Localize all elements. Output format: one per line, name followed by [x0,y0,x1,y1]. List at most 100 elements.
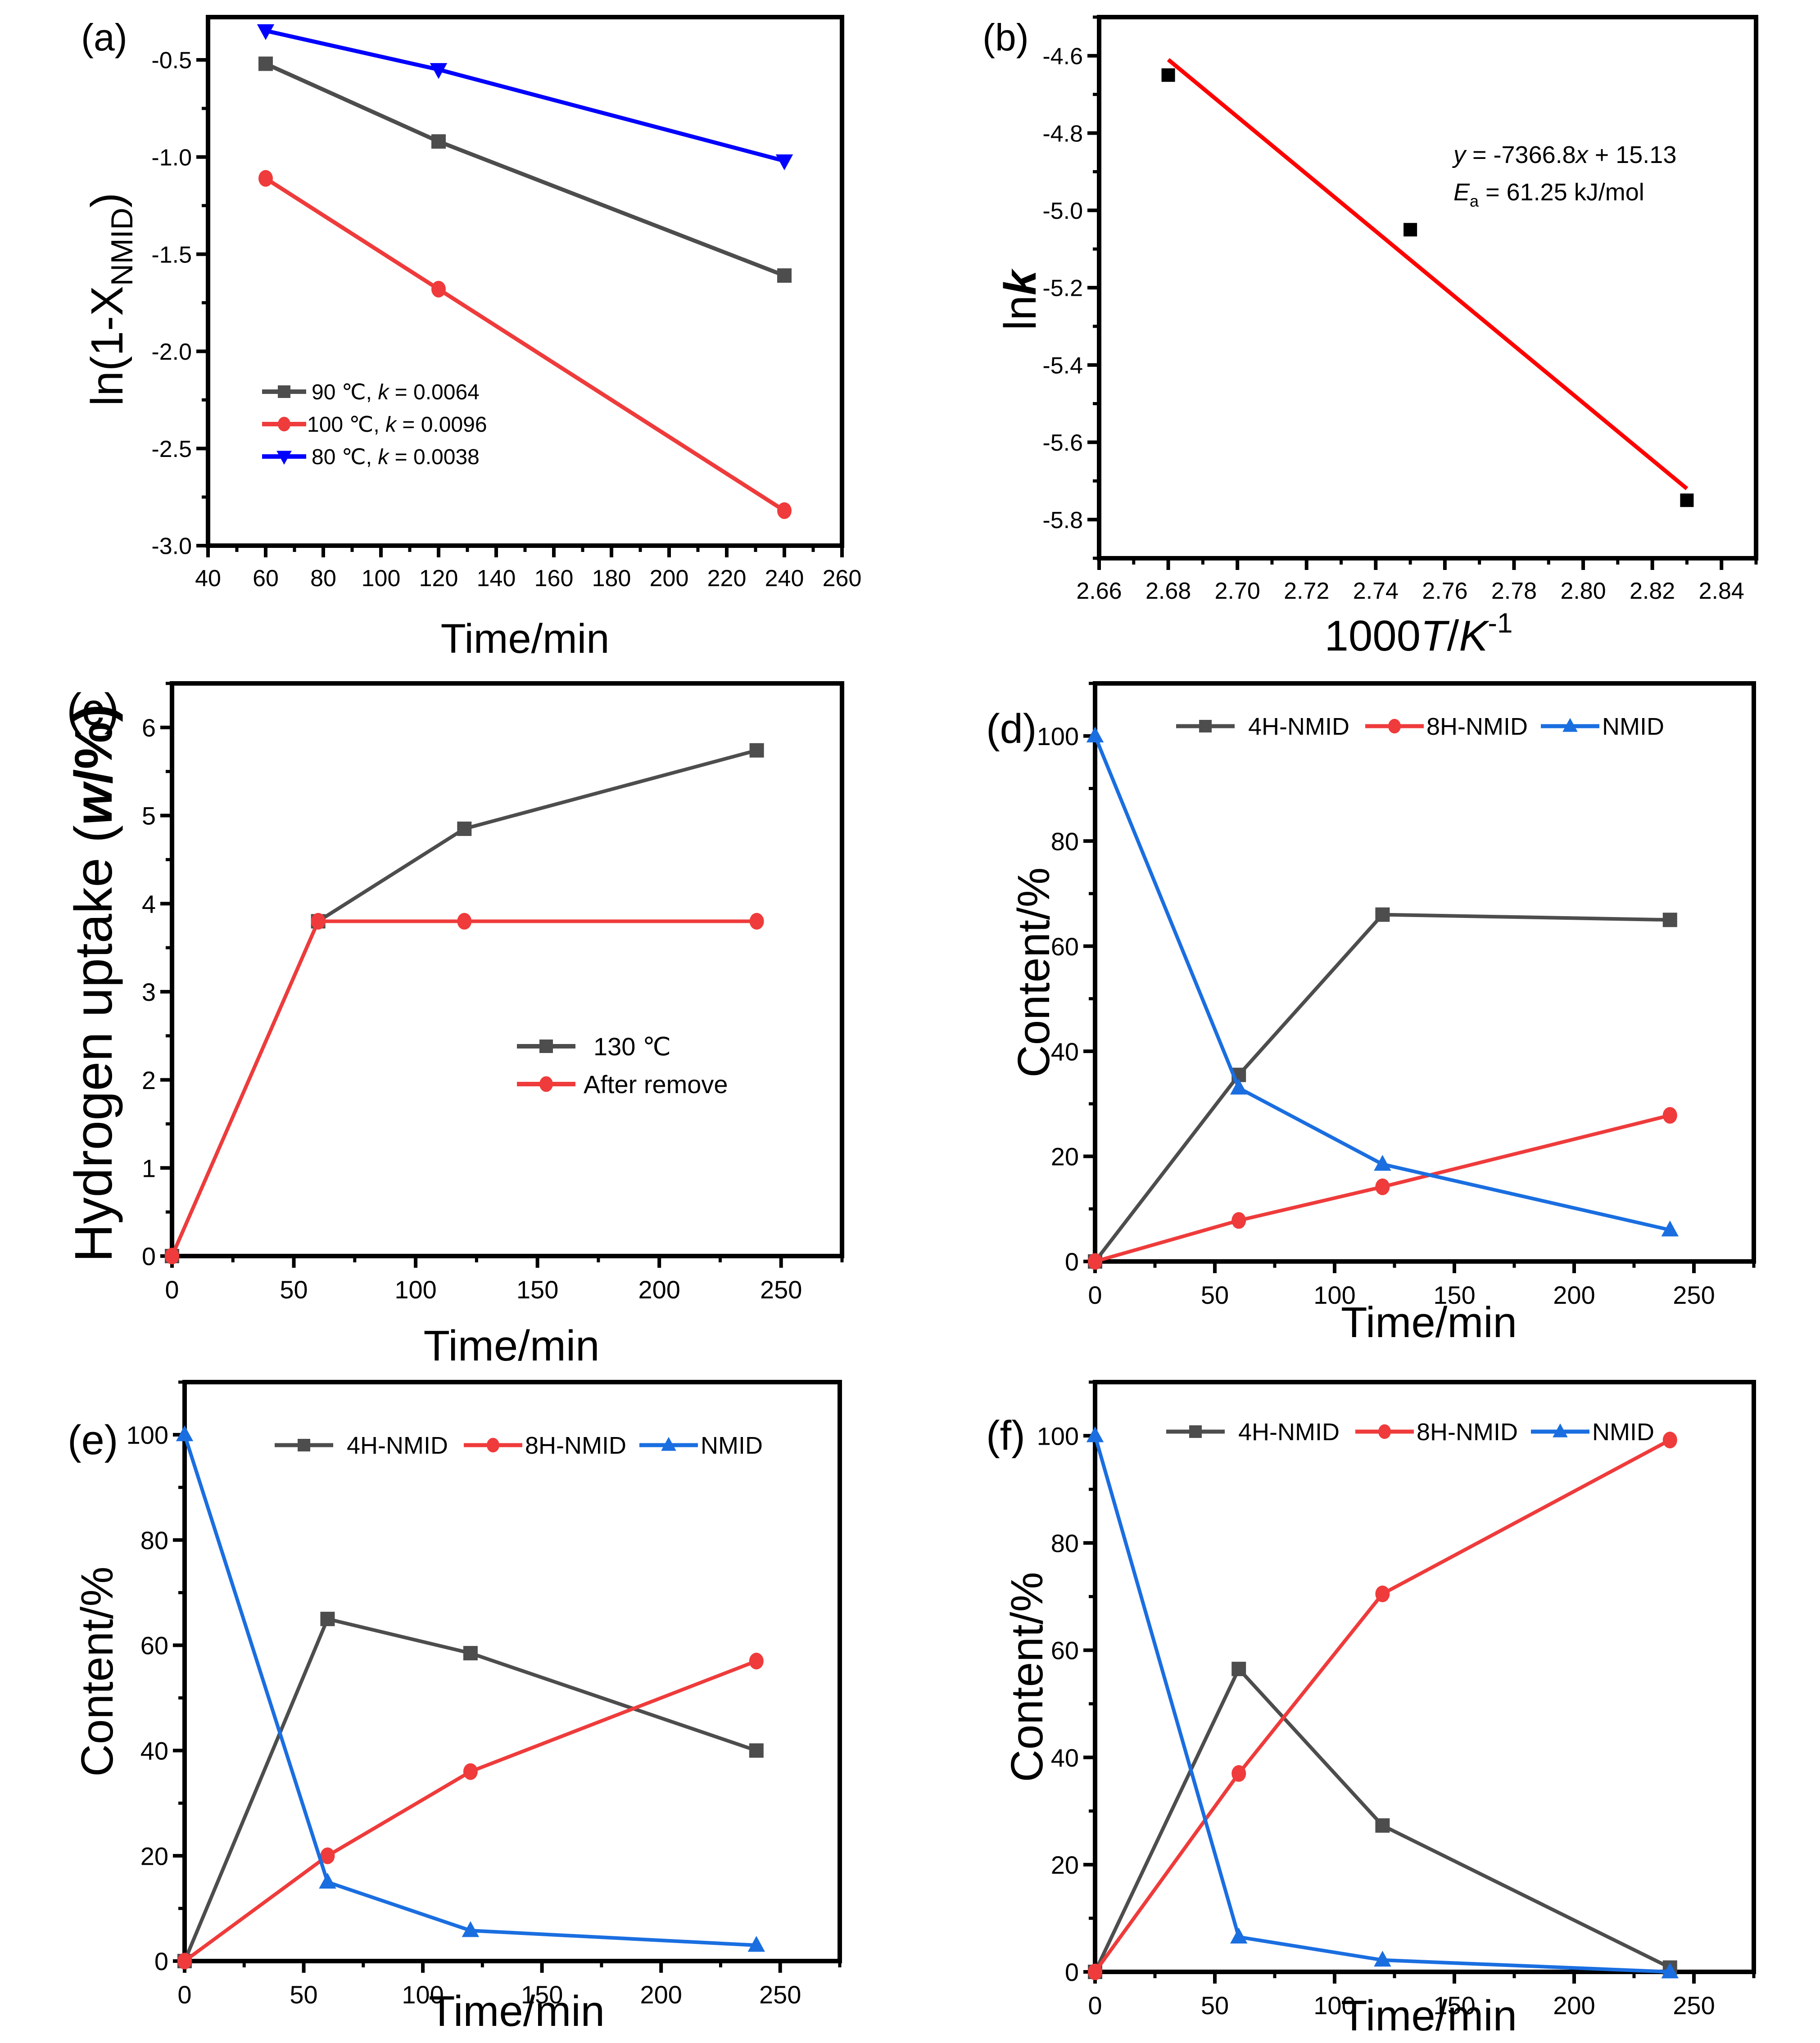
x-tick-label: 220 [707,565,747,592]
x-axis-label: Time/min [1341,1992,1517,2040]
data-point [431,280,446,298]
x-tick-label: 60 [253,565,279,592]
plot-frame [1093,1380,1756,1974]
y-tick-label: -1.0 [151,145,192,171]
legend-marker [539,1040,553,1053]
plot-frame [170,681,844,1258]
text-span: 100 ℃, [307,413,385,437]
series-line [183,1434,757,1947]
legend-marker [1199,720,1212,732]
data-point [431,134,446,149]
legend-label: 80 ℃, k = 0.0038 [312,445,480,469]
x-tick-label: 180 [592,565,631,592]
series-nmid [1086,1426,1679,1979]
text-span: / [1447,612,1459,660]
text-span: NMID [105,208,139,286]
data-point [775,154,793,171]
legend-label: 8H-NMID [525,1432,626,1459]
legend-label: 90 ℃, k = 0.0064 [312,380,480,404]
y-tick-label: 0 [1065,1247,1079,1276]
text-span: k [995,268,1046,295]
legend-item: 4H-NMID [1166,1419,1340,1446]
series-nmid [176,1425,765,1952]
y-tick-label: -4.6 [1042,44,1083,70]
legend-label: NMID [1602,713,1664,740]
y-tick-label: 20 [140,1842,168,1870]
text-span: ln(1-X [82,286,132,406]
legend-marker [298,1439,310,1451]
text-span: w [64,781,123,825]
text-span: E [1453,179,1470,206]
text-span: = -7366.8 [1466,141,1576,168]
data-point [1375,1178,1390,1195]
y-tick-label: -0.5 [151,48,192,74]
series-line [170,919,757,1257]
x-tick-label: 50 [290,1980,317,2009]
x-tick-label: 2.68 [1145,578,1191,604]
x-tick-label: 50 [1201,1991,1229,2020]
data-point [177,1953,192,1970]
legend-item: 8H-NMID [464,1432,626,1459]
legend-marker [661,1437,676,1451]
legend-item: 4H-NMID [1176,713,1349,740]
x-tick-label: 260 [823,565,862,592]
y-tick-label: 3 [142,978,156,1006]
panel-e: 0 50 100 150 200 250 0 20 40 60 80 100 (e) Time/min Co… [68,1380,842,2035]
data-point [747,1936,765,1952]
legend-label: NMID [1592,1419,1654,1446]
x-tick-label: 40 [195,565,221,592]
legend-label: 130 ℃ [593,1032,671,1061]
x-tick-label: 250 [760,1275,802,1304]
panel-c: 0 50 100 150 200 250 0 1 2 3 4 5 6 (c) Time/min Hydroge… [64,681,844,1370]
x-tick-label: 200 [640,1980,682,2009]
data-point [1086,726,1104,743]
y-tick-label: -5.2 [1042,276,1083,302]
series-8h-nmid [177,1653,764,1970]
panel-label: (d) [986,706,1037,752]
x-tick-label: 120 [419,565,458,592]
y-tick-label: 0 [142,1242,156,1270]
panel-label: (a) [81,16,127,59]
text-span: T [1421,612,1450,660]
x-tick-label: 160 [534,565,574,592]
series-8h-nmid [1088,1432,1677,1980]
x-tick-label: 250 [1673,1991,1715,2020]
legend-item: 4H-NMID [275,1432,448,1459]
legend-item: 100 ℃, k = 0.0096 [262,413,487,437]
data-point [1086,1426,1104,1442]
y-tick-label: 80 [1051,1529,1079,1557]
panel-b: 2.66 2.68 2.70 2.72 2.74 2.76 2.78 2.80 2.82 2.84… [982,15,1758,660]
x-axis-label: 1000T/K-1 [1324,608,1512,660]
y-tick-label: 100 [127,1421,168,1449]
panel-label: (f) [986,1413,1025,1459]
x-tick-label: 2.70 [1215,578,1260,604]
y-axis-label: Content/% [1009,868,1059,1078]
y-axis-label: Hydrogen uptake (w/%) [64,704,123,1262]
x-tick-label: 100 [394,1275,436,1304]
x-tick-label: 200 [1553,1991,1595,2020]
data-point [749,1743,764,1758]
text-span: = 0.0096 [396,413,487,437]
data-point [1161,68,1175,82]
y-tick-label: 80 [1051,827,1079,855]
text-span: = 0.0038 [389,445,480,469]
data-point [1374,1951,1391,1967]
x-tick-label: 200 [1553,1281,1595,1309]
series-line [1093,1667,1671,1973]
fit-equation: y = -7366.8x + 15.13 [1452,141,1676,168]
x-tick-label: 0 [1088,1281,1102,1309]
data-point [1231,1662,1246,1677]
text-span: k [385,413,398,437]
y-tick-label: 6 [142,714,156,742]
legend-label: 8H-NMID [1417,1419,1518,1446]
text-span: a [1470,192,1479,210]
data-point [1661,1220,1679,1237]
y-axis-label: Content/% [72,1567,122,1777]
panel-d: 0 50 100 150 200 250020406080100(d)Time/minCo… [986,681,1756,1347]
legend-marker [1562,718,1578,732]
data-point [1230,1927,1248,1944]
data-point [430,63,448,79]
data-point [777,268,792,283]
y-tick-label: -2.0 [151,339,192,365]
data-point [777,502,792,519]
